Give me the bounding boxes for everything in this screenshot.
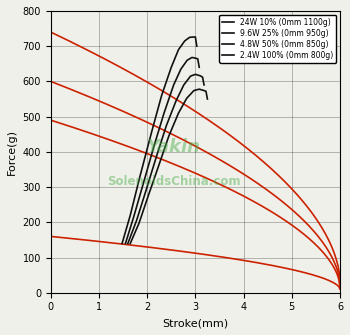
Legend: 24W 10% (0mm 1100g), 9.6W 25% (0mm 950g), 4.8W 50% (0mm 850g), 2.4W 100% (0mm 80: 24W 10% (0mm 1100g), 9.6W 25% (0mm 950g)… bbox=[219, 15, 336, 63]
Text: Yakin: Yakin bbox=[147, 138, 201, 155]
X-axis label: Stroke(mm): Stroke(mm) bbox=[162, 318, 229, 328]
Y-axis label: Force(g): Force(g) bbox=[7, 129, 17, 175]
Text: SolenoidsChina.com: SolenoidsChina.com bbox=[107, 175, 240, 188]
